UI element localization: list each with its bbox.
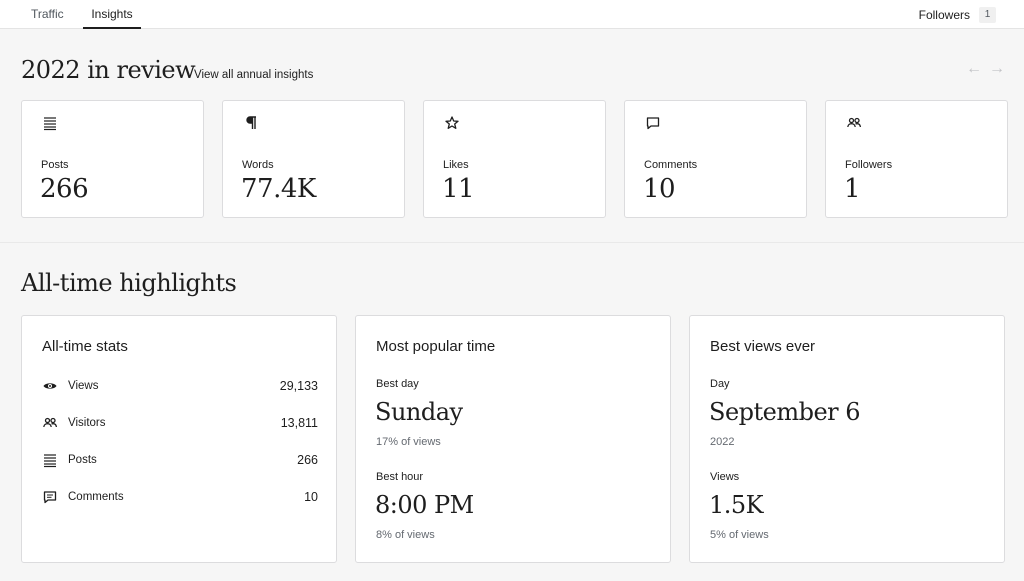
card-words: Words 77.4K <box>222 100 405 218</box>
year-in-review-section: 2022 in review View all annual insights … <box>0 30 1024 243</box>
best-views-day-value: September 6 <box>709 398 861 426</box>
stat-value: 29,133 <box>279 379 318 393</box>
best-views-count-label: Views <box>710 471 740 483</box>
panel-title: Best views ever <box>710 338 816 355</box>
stat-row-posts: Posts 266 <box>42 451 318 469</box>
card-label: Followers <box>845 159 893 171</box>
pilcrow-icon <box>246 116 256 129</box>
stat-row-visitors: Visitors 13,811 <box>42 414 318 432</box>
card-label: Likes <box>443 159 469 171</box>
posts-list-icon <box>44 454 56 468</box>
card-value: 11 <box>442 174 475 204</box>
stat-value: 13,811 <box>280 416 318 430</box>
stat-label: Visitors <box>68 417 106 429</box>
people-icon <box>847 117 862 128</box>
card-value: 10 <box>643 174 676 204</box>
best-hour-value: 8:00 PM <box>375 491 474 519</box>
best-hour-label: Best hour <box>376 471 424 483</box>
card-followers: Followers 1 <box>825 100 1008 218</box>
card-value: 77.4K <box>241 174 316 204</box>
most-popular-time-panel: Most popular time Best day Sunday 17% of… <box>355 315 671 563</box>
arrow-right-icon[interactable]: → <box>989 60 1005 77</box>
best-views-ever-panel: Best views ever Day September 6 2022 Vie… <box>689 315 1005 563</box>
comment-icon <box>646 117 660 130</box>
followers-label: Followers <box>918 7 970 22</box>
stat-label: Posts <box>68 454 97 466</box>
best-day-value: Sunday <box>375 398 463 426</box>
best-views-day-label: Day <box>710 378 730 390</box>
card-value: 266 <box>40 174 89 204</box>
card-label: Words <box>242 159 274 171</box>
card-comments: Comments 10 <box>624 100 807 218</box>
stat-label: Comments <box>68 491 124 503</box>
best-day-percent: 17% of views <box>376 436 441 448</box>
card-value: 1 <box>844 174 861 204</box>
stat-label: Views <box>68 380 99 392</box>
people-icon <box>43 417 58 428</box>
arrow-left-icon[interactable]: ← <box>966 60 982 77</box>
view-annual-insights-link[interactable]: View all annual insights <box>194 69 314 81</box>
panel-title: All-time stats <box>42 338 128 355</box>
highlights-panels: All-time stats Views 29,133 Visitors 13,… <box>21 315 1005 563</box>
best-views-percent: 5% of views <box>710 529 769 541</box>
card-label: Comments <box>644 159 698 171</box>
best-hour-percent: 8% of views <box>376 529 435 541</box>
highlights-title: All-time highlights <box>21 269 237 297</box>
stat-row-comments: Comments 10 <box>42 488 318 506</box>
stat-value: 266 <box>297 453 318 467</box>
top-navigation: Traffic Insights Followers 1 <box>0 0 1024 29</box>
star-icon <box>445 116 459 129</box>
best-day-label: Best day <box>376 378 419 390</box>
card-likes: Likes 11 <box>423 100 606 218</box>
tab-traffic[interactable]: Traffic <box>31 7 64 21</box>
panel-title: Most popular time <box>376 338 496 355</box>
followers-count-badge: 1 <box>979 6 996 23</box>
card-posts: Posts 266 <box>21 100 204 218</box>
all-time-stats-panel: All-time stats Views 29,133 Visitors 13,… <box>21 315 337 563</box>
stat-row-views: Views 29,133 <box>42 377 318 395</box>
eye-icon <box>43 383 57 389</box>
year-stat-cards: Posts 266 Words 77.4K Likes 11 Comments … <box>21 100 1008 218</box>
comment-icon <box>43 491 57 504</box>
best-views-count-value: 1.5K <box>709 491 764 519</box>
card-label: Posts <box>41 159 69 171</box>
best-views-year: 2022 <box>710 436 735 448</box>
followers-button[interactable]: Followers 1 <box>919 6 996 23</box>
tab-insights[interactable]: Insights <box>83 0 141 29</box>
year-review-title: 2022 in review <box>21 56 196 84</box>
posts-list-icon <box>44 117 56 131</box>
stat-value: 10 <box>304 490 318 504</box>
